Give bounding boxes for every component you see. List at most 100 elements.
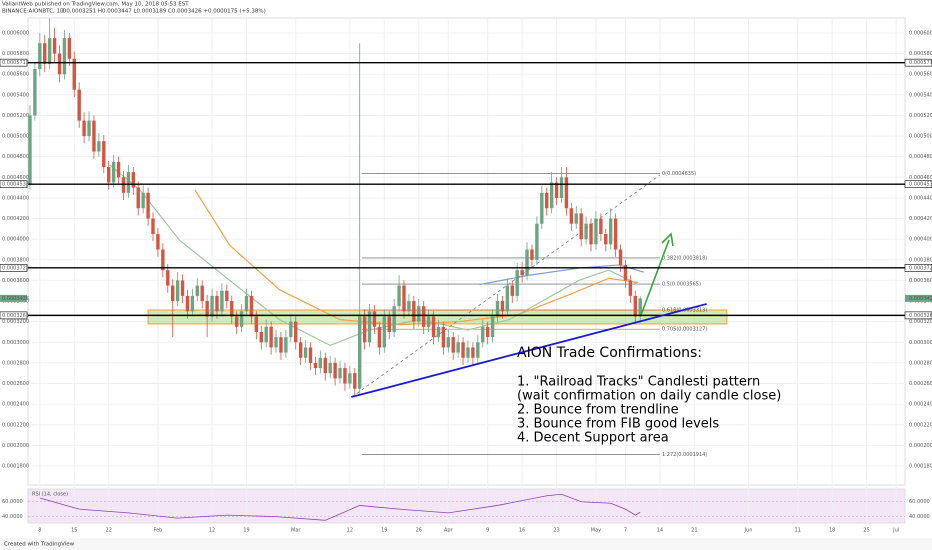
- candle-body: [574, 213, 578, 224]
- annotation-line: 3. Bounce from FIB good levels: [517, 417, 719, 432]
- annotation-line: 2. Bounce from trendline: [517, 403, 679, 418]
- candle-body: [481, 326, 485, 343]
- x-tick-label: Jul: [892, 528, 899, 534]
- candle-body: [254, 316, 259, 332]
- candle-body: [274, 337, 278, 348]
- level-tag: [0, 264, 28, 272]
- y-tick-label: 0.0005400: [2, 92, 29, 98]
- y-tick-label: 0.0002200: [909, 422, 932, 428]
- candle-body: [43, 43, 47, 64]
- candle-body: [623, 264, 628, 281]
- y-tick-label: 0.0003000: [2, 340, 29, 346]
- candle-body: [111, 161, 116, 183]
- candle-body: [525, 249, 529, 276]
- candle-body: [584, 223, 588, 240]
- candle-body: [107, 166, 111, 183]
- x-tick-label: 7: [624, 528, 627, 534]
- candle-body: [269, 326, 273, 348]
- candle-body: [446, 337, 450, 348]
- y-tick-label: 0.0002600: [909, 381, 932, 387]
- price-label: 0.0003426: [2, 296, 29, 302]
- candle-body: [397, 285, 401, 307]
- candle-body: [294, 321, 298, 343]
- candle-body: [195, 285, 199, 296]
- candle-body: [318, 357, 323, 369]
- x-tick-label: 19: [381, 528, 387, 534]
- footer: Created with TradingView: [4, 542, 75, 548]
- y-tick-label: 0.0004600: [2, 175, 29, 181]
- y-tick-label: 0.0004400: [909, 195, 932, 201]
- y-tick-label: 0.0004000: [2, 237, 29, 243]
- candle-body: [220, 290, 224, 312]
- y-tick-label: 0.0003000: [909, 340, 932, 346]
- candle-body: [136, 187, 140, 209]
- candle-body: [141, 192, 145, 209]
- x-tick-label: Jun: [744, 528, 753, 534]
- annotation-line: 4. Decent Support area: [517, 431, 669, 446]
- candle-body: [52, 38, 57, 54]
- candle-body: [33, 69, 37, 116]
- candle-body: [121, 177, 126, 193]
- x-tick-label: 22: [106, 528, 112, 534]
- rsi-pane: [27, 488, 906, 524]
- y-tick-label: 0.0003600: [909, 278, 932, 284]
- y-tick-label: 0.0003200: [2, 319, 29, 325]
- candle-body: [303, 347, 308, 358]
- candle-body: [382, 316, 387, 348]
- x-tick-label: 15: [71, 528, 77, 534]
- candle-body: [431, 316, 436, 338]
- x-tick-label: 14: [657, 528, 663, 534]
- candle-body: [259, 331, 263, 343]
- candle-body: [170, 285, 175, 302]
- level-label: 0.0005712: [2, 60, 29, 66]
- candle-body: [323, 357, 327, 374]
- y-tick-label: 0.0002200: [2, 422, 29, 428]
- candle-body: [476, 342, 480, 358]
- x-tick-label: Mar: [291, 528, 301, 534]
- candle-body: [594, 218, 598, 245]
- candle-body: [436, 326, 441, 338]
- price-tag: [905, 294, 932, 302]
- candle-body: [126, 172, 131, 193]
- candle-body: [200, 285, 204, 302]
- candle-body: [559, 177, 564, 198]
- candle-body: [510, 285, 514, 296]
- candle-body: [461, 342, 465, 358]
- candle-body: [161, 249, 165, 271]
- x-tick-label: Apr: [444, 528, 454, 534]
- candle-body: [530, 249, 534, 260]
- footer-bar: [0, 538, 932, 550]
- rsi-label: RSI (14, close): [32, 492, 68, 498]
- rsi-tick-label: 60.0000: [2, 499, 23, 505]
- y-tick-label: 0.0004200: [909, 216, 932, 222]
- level-label: 0.0003261: [2, 313, 29, 319]
- x-tick-label: 9: [486, 528, 489, 534]
- candle-body: [549, 182, 554, 209]
- candle-body: [579, 213, 583, 240]
- candle-body: [456, 342, 460, 353]
- y-tick-label: 0.0004000: [909, 237, 932, 243]
- y-tick-label: 0.0002800: [2, 360, 29, 366]
- candle-body: [407, 301, 411, 312]
- candle-body: [239, 311, 244, 327]
- x-tick-label: Feb: [153, 528, 162, 534]
- fib-label: 0.705(0.0003127): [662, 327, 707, 333]
- candle-body: [589, 223, 593, 245]
- y-tick-label: 0.0001800: [2, 464, 29, 470]
- level-tag: [904, 264, 932, 272]
- x-tick-label: 8: [38, 528, 41, 534]
- y-tick-label: 0.0005200: [2, 113, 29, 119]
- y-tick-label: 0.0005800: [2, 51, 29, 57]
- candle-body: [87, 120, 91, 137]
- fib-label: 0.5(0.0003565): [662, 282, 701, 288]
- level-label: 0.0004533: [909, 182, 932, 188]
- candle-body: [628, 280, 633, 296]
- price-tag: [0, 294, 27, 302]
- candle-body: [500, 301, 505, 312]
- y-tick-label: 0.0002000: [909, 443, 932, 449]
- candle-body: [515, 270, 519, 296]
- y-tick-label: 0.0003200: [909, 319, 932, 325]
- candle-body: [284, 337, 288, 353]
